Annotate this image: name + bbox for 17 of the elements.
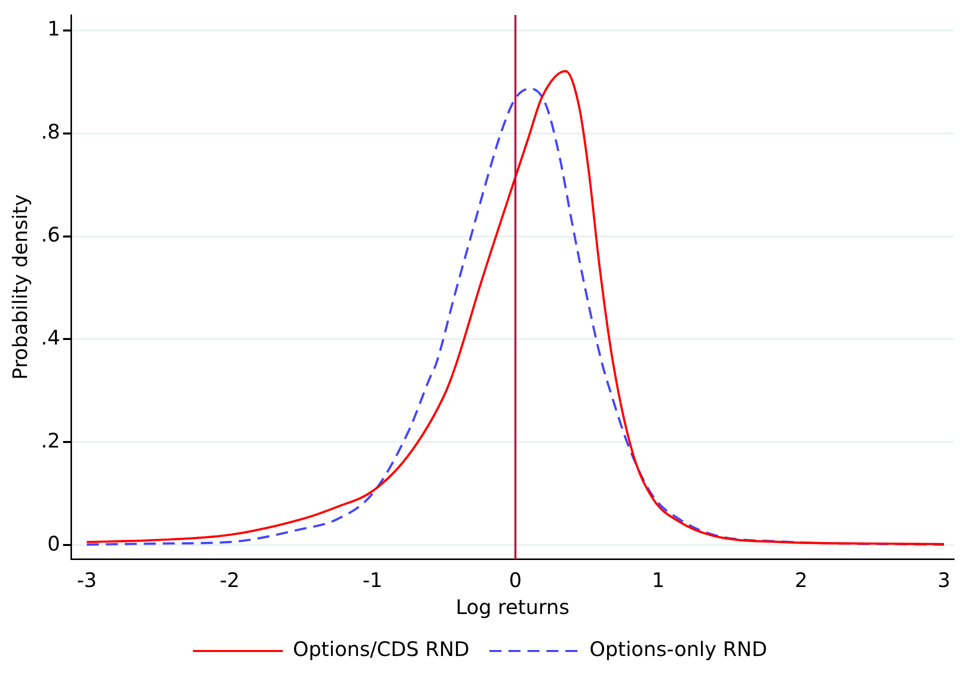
x-tick-label: 1	[652, 568, 665, 592]
x-tick-label: -1	[362, 568, 383, 592]
x-tick-label: 2	[794, 568, 808, 592]
x-axis-title: Log returns	[456, 595, 570, 620]
x-tick-label: -3	[76, 568, 97, 592]
x-tick-label: -2	[220, 568, 240, 592]
y-tick-label: 1	[47, 16, 60, 41]
x-tick-label: 3	[938, 568, 950, 592]
legend-label: Options-only RND	[589, 637, 768, 662]
y-axis-title: Probability density	[8, 194, 32, 380]
legend-label: Options/CDS RND	[292, 637, 470, 662]
y-tick-label: .4	[40, 325, 60, 350]
x-tick-label: 0	[509, 568, 522, 592]
y-tick-label: 0	[47, 531, 60, 556]
y-tick-label: .8	[40, 120, 60, 144]
y-tick-label: .2	[40, 428, 60, 452]
y-tick-label: .6	[40, 222, 60, 247]
